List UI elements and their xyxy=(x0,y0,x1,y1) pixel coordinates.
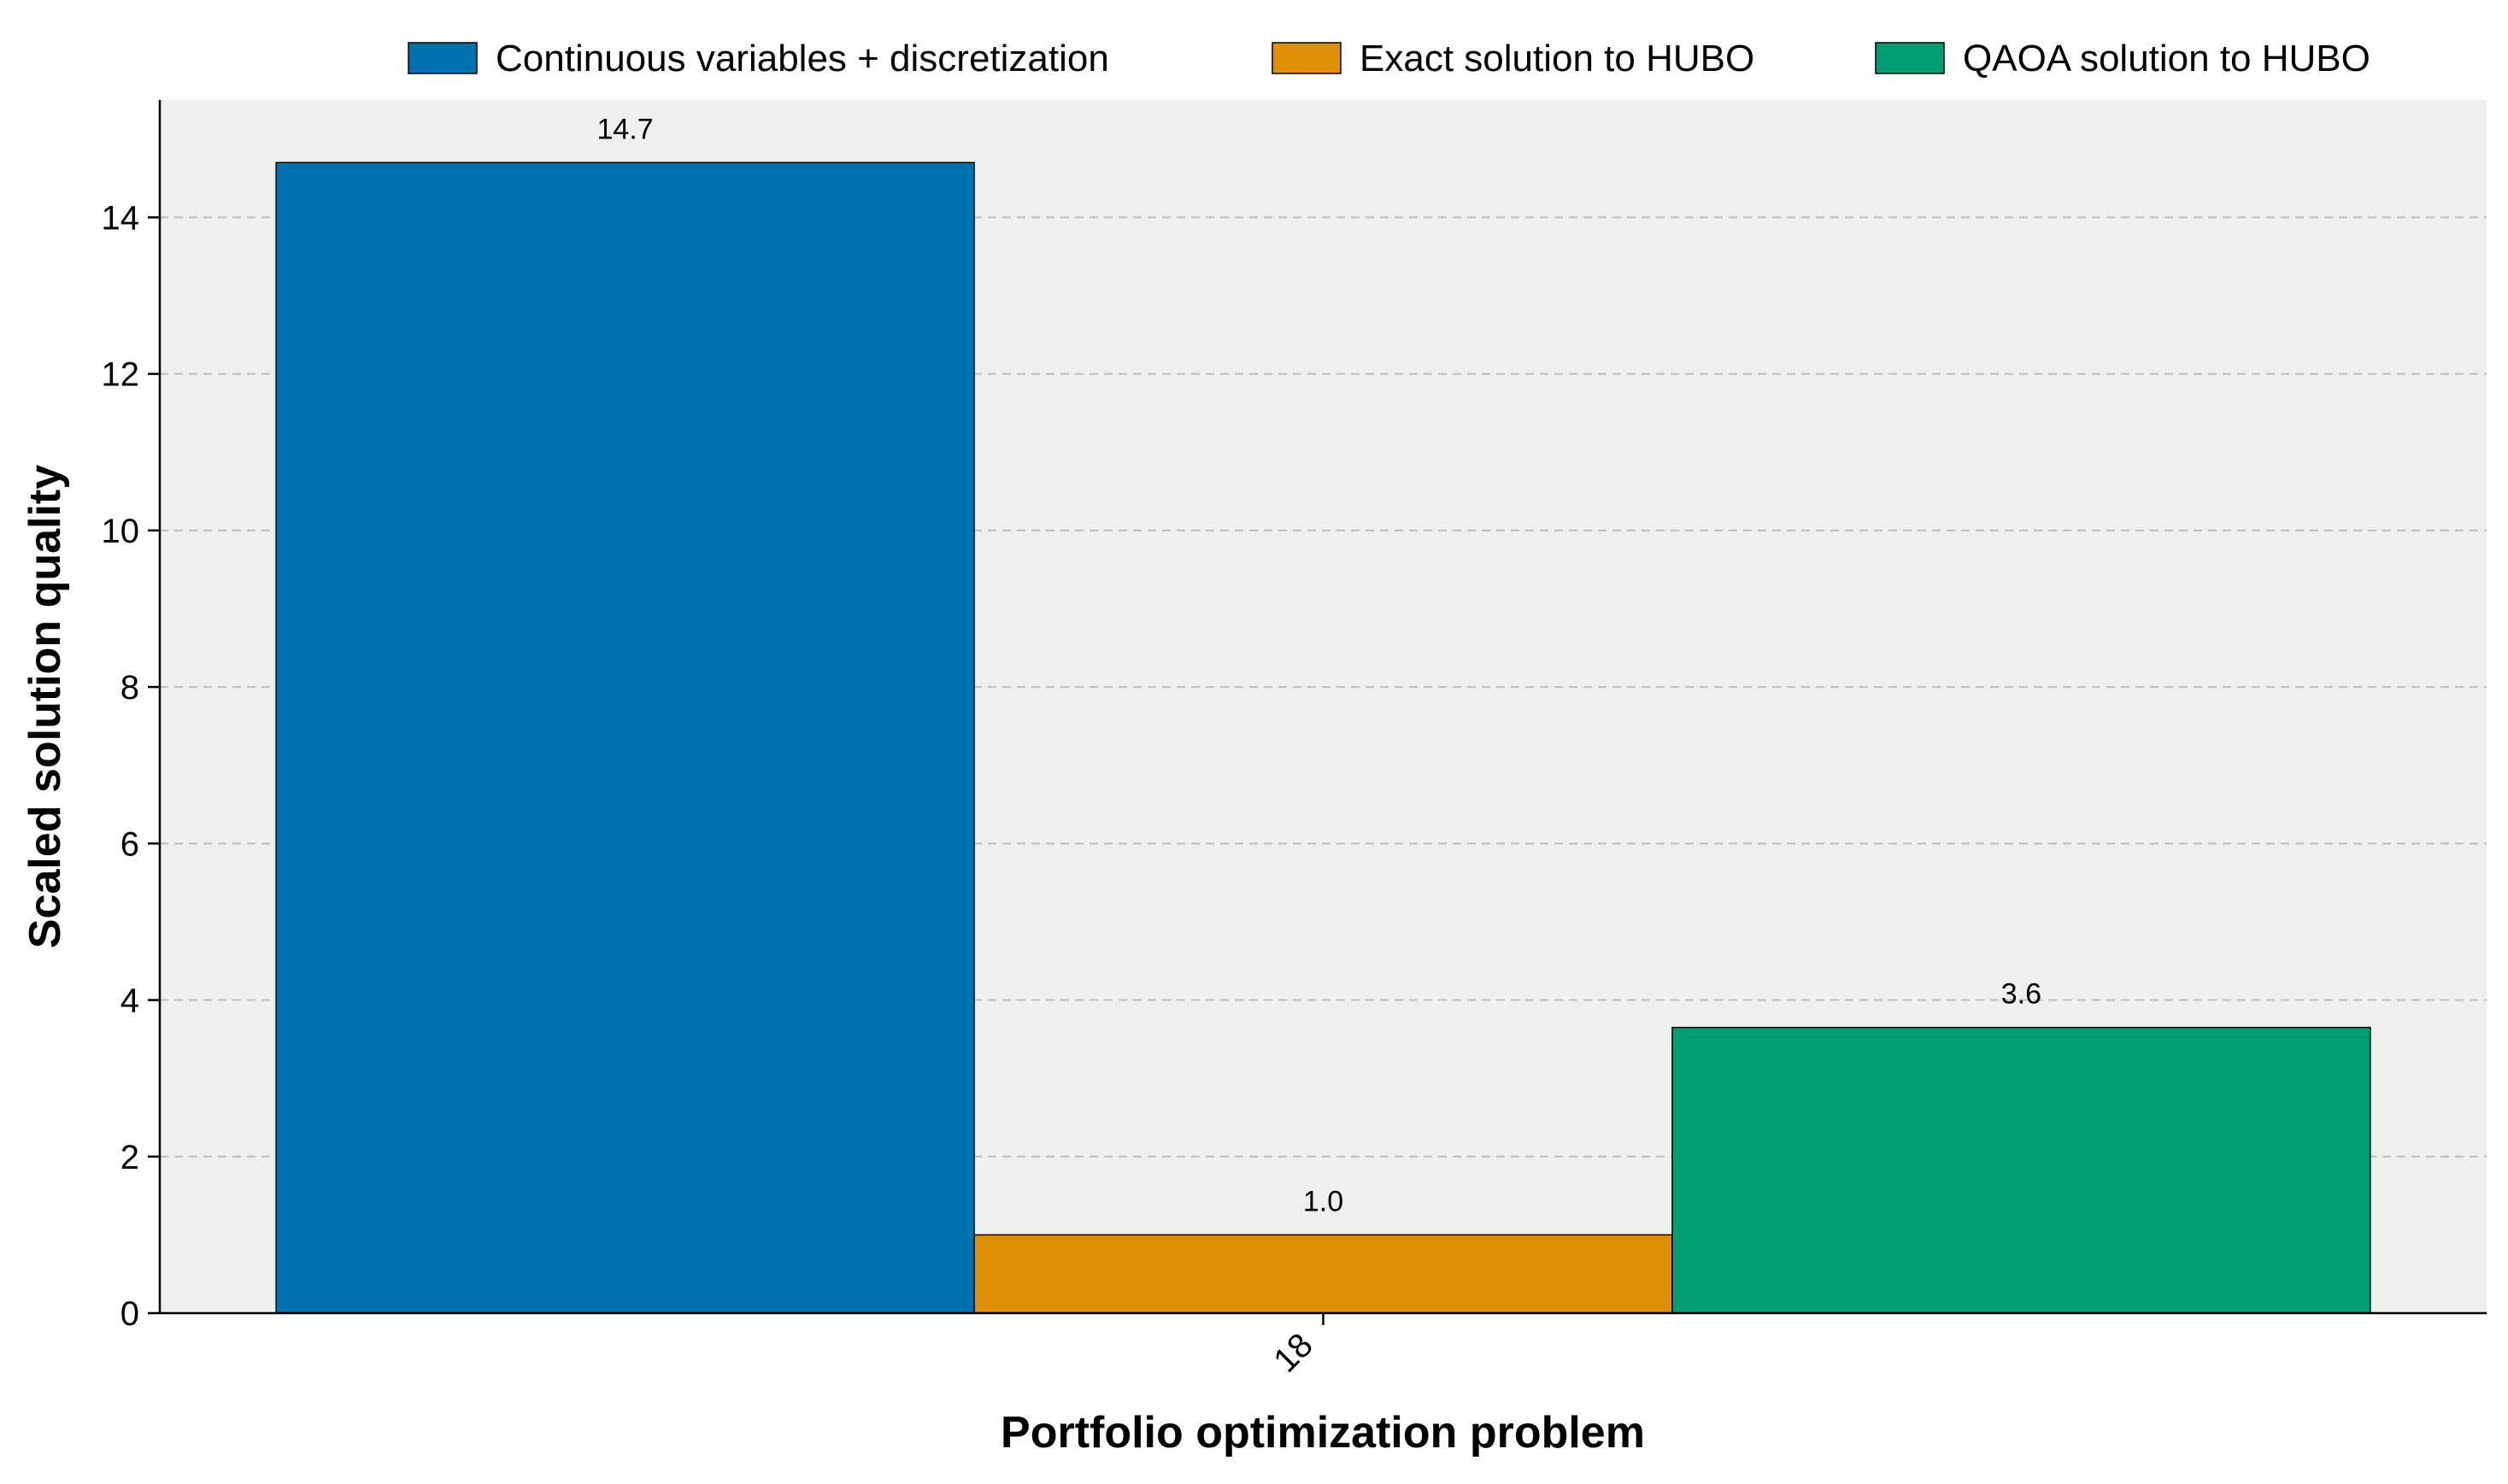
legend-label: QAOA solution to HUBO xyxy=(1963,38,2370,79)
bar-data-label: 1.0 xyxy=(1303,1185,1343,1217)
y-tick-label: 10 xyxy=(102,513,140,550)
legend-label: Continuous variables + discretization xyxy=(496,38,1109,79)
bar-data-label: 3.6 xyxy=(2001,978,2041,1011)
legend-swatch xyxy=(408,42,478,74)
y-tick-label: 14 xyxy=(102,199,140,237)
x-tick-label: 18 xyxy=(1266,1326,1320,1380)
y-ticks: 0 2 4 6 8 10 12 14 xyxy=(102,199,160,1333)
bars: 14.7 1.0 3.6 xyxy=(275,113,2371,1314)
bar xyxy=(1671,1026,2371,1314)
y-tick-label: 12 xyxy=(102,356,140,394)
y-tick-label: 0 xyxy=(120,1295,139,1333)
x-axis-title: Portfolio optimization problem xyxy=(1001,1408,1645,1458)
x-ticks: 18 xyxy=(1266,1313,1324,1380)
legend-swatch xyxy=(1272,42,1342,74)
y-axis-title: Scaled solution quality xyxy=(21,465,70,948)
y-tick-label: 4 xyxy=(120,982,139,1020)
y-tick-label: 6 xyxy=(120,825,139,863)
bar-data-label: 14.7 xyxy=(597,113,654,145)
legend-swatch xyxy=(1875,42,1945,74)
legend-label: Exact solution to HUBO xyxy=(1360,38,1754,79)
bar xyxy=(973,1234,1673,1314)
bar xyxy=(275,161,975,1314)
y-tick-label: 8 xyxy=(120,669,139,707)
gridlines xyxy=(160,216,2487,1158)
y-tick-label: 2 xyxy=(120,1139,139,1176)
legend: Continuous variables + discretization Exa… xyxy=(408,38,2370,79)
